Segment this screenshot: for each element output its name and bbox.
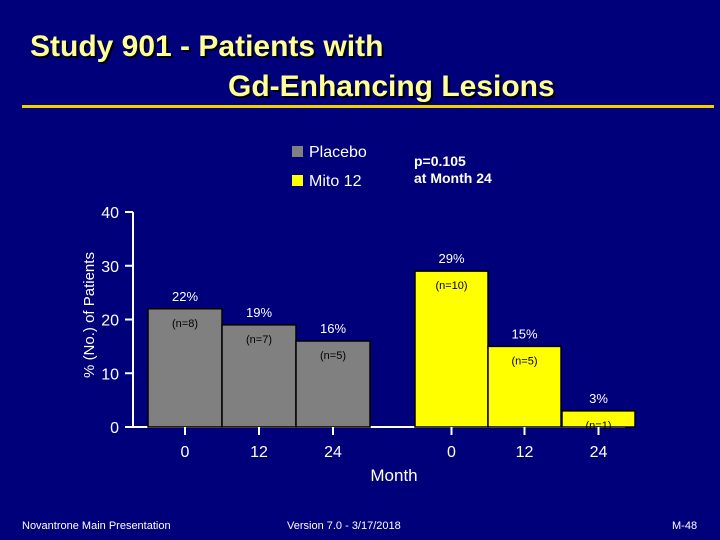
- y-tick-label: 40: [101, 205, 119, 222]
- footer-left: Novantrone Main Presentation: [22, 520, 171, 532]
- n-label: (n=5): [512, 355, 538, 367]
- y-tick-label: 0: [110, 420, 119, 437]
- x-axis-label: Month: [370, 466, 417, 485]
- data-label: 19%: [246, 305, 272, 320]
- x-tick-label: 12: [250, 444, 268, 461]
- x-tick-label: 0: [447, 444, 456, 461]
- n-label: (n=7): [246, 334, 272, 346]
- slide-title-line1: Study 901 - Patients with: [30, 30, 384, 63]
- slide-title-line2: Gd-Enhancing Lesions: [228, 70, 555, 103]
- legend-label-mito: Mito 12: [309, 173, 362, 190]
- p-value-text: p=0.105: [414, 153, 466, 169]
- bar: [414, 270, 489, 428]
- n-label: (n=10): [435, 280, 467, 292]
- footer-right: M-48: [672, 520, 698, 532]
- legend-mito: Mito 12: [292, 174, 361, 190]
- data-label: 3%: [589, 391, 608, 406]
- x-tick-label: 24: [590, 444, 608, 461]
- bar: [295, 340, 371, 428]
- y-tick-label: 10: [101, 366, 119, 383]
- n-label: (n=1): [586, 420, 612, 432]
- y-tick-label: 30: [101, 259, 119, 276]
- p-value-note: at Month 24: [414, 170, 492, 186]
- p-value-annotation: p=0.105 at Month 24: [414, 153, 492, 187]
- data-label: 29%: [438, 251, 464, 266]
- legend-label-placebo: Placebo: [309, 144, 367, 161]
- x-tick-label: 12: [516, 444, 534, 461]
- n-label: (n=8): [172, 318, 198, 330]
- y-axis-label: % (No.) of Patients: [81, 252, 98, 378]
- legend-swatch-mito: [292, 175, 303, 186]
- data-label: 15%: [511, 326, 537, 341]
- n-label: (n=5): [320, 350, 346, 362]
- bar: [487, 345, 562, 428]
- legend-swatch-placebo: [292, 146, 303, 157]
- x-tick-label: 0: [181, 444, 190, 461]
- footer-center: Version 7.0 - 3/17/2018: [287, 520, 401, 532]
- title-divider: [22, 105, 714, 108]
- y-tick-label: 20: [101, 313, 119, 330]
- x-tick-label: 24: [324, 444, 342, 461]
- data-label: 16%: [320, 321, 346, 336]
- data-label: 22%: [172, 289, 198, 304]
- legend-placebo: Placebo: [292, 145, 367, 161]
- bar: [147, 308, 223, 428]
